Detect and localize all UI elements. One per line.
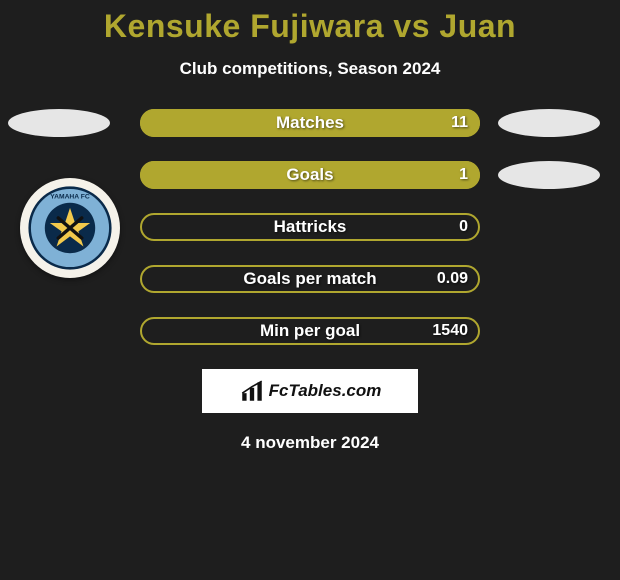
stat-row: Min per goal1540 bbox=[0, 317, 620, 345]
watermark: FcTables.com bbox=[202, 369, 418, 413]
jubilo-iwata-icon: YAMAHA FC bbox=[28, 186, 112, 270]
stat-row: Matches11 bbox=[0, 109, 620, 137]
stat-bar: Goals1 bbox=[140, 161, 480, 189]
subtitle: Club competitions, Season 2024 bbox=[0, 59, 620, 79]
watermark-text: FcTables.com bbox=[269, 381, 382, 401]
title-vs: vs bbox=[393, 8, 430, 44]
stat-label: Goals per match bbox=[140, 265, 480, 293]
stat-bar: Goals per match0.09 bbox=[140, 265, 480, 293]
stat-bar: Min per goal1540 bbox=[140, 317, 480, 345]
stat-value-right: 1540 bbox=[432, 317, 468, 345]
club-badge-left: YAMAHA FC bbox=[20, 178, 120, 278]
stat-value-right: 0 bbox=[459, 213, 468, 241]
page-title: Kensuke Fujiwara vs Juan bbox=[0, 8, 620, 45]
stat-value-right: 1 bbox=[459, 161, 468, 189]
stat-label: Matches bbox=[140, 109, 480, 137]
stat-label: Min per goal bbox=[140, 317, 480, 345]
stat-bar: Matches11 bbox=[140, 109, 480, 137]
stat-bar: Hattricks0 bbox=[140, 213, 480, 241]
stat-value-right: 0.09 bbox=[437, 265, 468, 293]
player-photo-right bbox=[498, 109, 600, 137]
date: 4 november 2024 bbox=[0, 433, 620, 453]
stat-label: Goals bbox=[140, 161, 480, 189]
title-player1: Kensuke Fujiwara bbox=[104, 8, 384, 44]
stat-value-right: 11 bbox=[451, 109, 468, 137]
player-photo-right bbox=[498, 161, 600, 189]
title-player2: Juan bbox=[439, 8, 516, 44]
stat-label: Hattricks bbox=[140, 213, 480, 241]
bars-icon bbox=[239, 378, 265, 404]
player-photo-left bbox=[8, 109, 110, 137]
svg-text:YAMAHA FC: YAMAHA FC bbox=[50, 194, 90, 201]
h2h-container: Kensuke Fujiwara vs Juan Club competitio… bbox=[0, 0, 620, 453]
